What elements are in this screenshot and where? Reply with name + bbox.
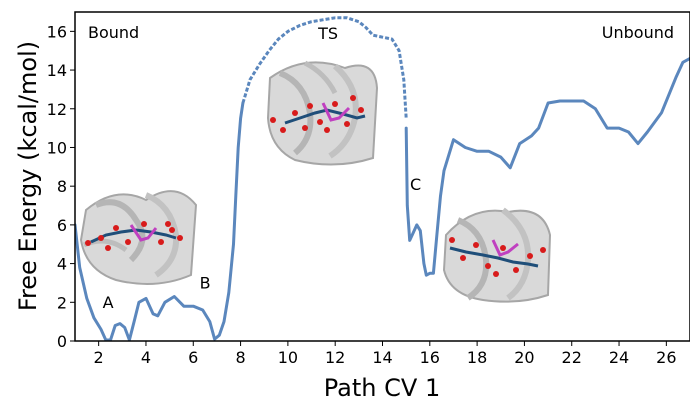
x-tick-label: 26 [656, 348, 676, 367]
x-tick-label: 18 [467, 348, 487, 367]
y-tick-label: 12 [47, 100, 67, 119]
x-axis-label: Path CV 1 [324, 374, 440, 402]
y-tick-label: 16 [47, 22, 67, 41]
y-tick-label: 8 [57, 177, 67, 196]
energy-segment-solid-0 [75, 101, 245, 341]
x-tick-label: 2 [94, 348, 104, 367]
state-annotations: A B C TS [103, 24, 422, 312]
corner-label-bound: Bound [88, 23, 139, 42]
energy-profile-lines [75, 16, 690, 341]
energy-segment-dashed-1 [241, 16, 408, 119]
x-tick-label: 14 [372, 348, 392, 367]
corner-label-unbound: Unbound [602, 23, 674, 42]
y-tick-label: 2 [57, 293, 67, 312]
x-tick-label: 12 [325, 348, 345, 367]
y-ticks: 0 2 4 6 8 10 12 14 16 [47, 22, 75, 351]
plot-frame [74, 11, 690, 342]
y-tick-label: 6 [57, 216, 67, 235]
inset-bound-structure [79, 190, 198, 285]
x-tick-label: 6 [188, 348, 198, 367]
x-tick-label: 20 [514, 348, 534, 367]
x-tick-label: 10 [278, 348, 298, 367]
annotation-ts: TS [317, 24, 338, 43]
energy-segment-solid-2 [404, 56, 690, 277]
annotation-c: C [410, 175, 421, 194]
y-tick-label: 14 [47, 61, 67, 80]
y-tick-label: 0 [57, 332, 67, 351]
annotation-a: A [103, 293, 114, 312]
x-tick-label: 24 [609, 348, 629, 367]
inset-intermediate-structure [442, 207, 552, 303]
y-tick-label: 4 [57, 255, 67, 274]
annotation-b: B [200, 274, 211, 293]
x-tick-label: 16 [420, 348, 440, 367]
inset-transition-state-structure [266, 60, 379, 166]
y-tick-label: 10 [47, 138, 67, 157]
x-tick-label: 22 [562, 348, 582, 367]
y-axis-label: Free Energy (kcal/mol) [14, 41, 42, 311]
x-ticks: 2 4 6 8 10 12 14 16 18 20 22 24 26 [94, 341, 677, 367]
x-tick-label: 4 [141, 348, 151, 367]
x-tick-label: 8 [235, 348, 245, 367]
